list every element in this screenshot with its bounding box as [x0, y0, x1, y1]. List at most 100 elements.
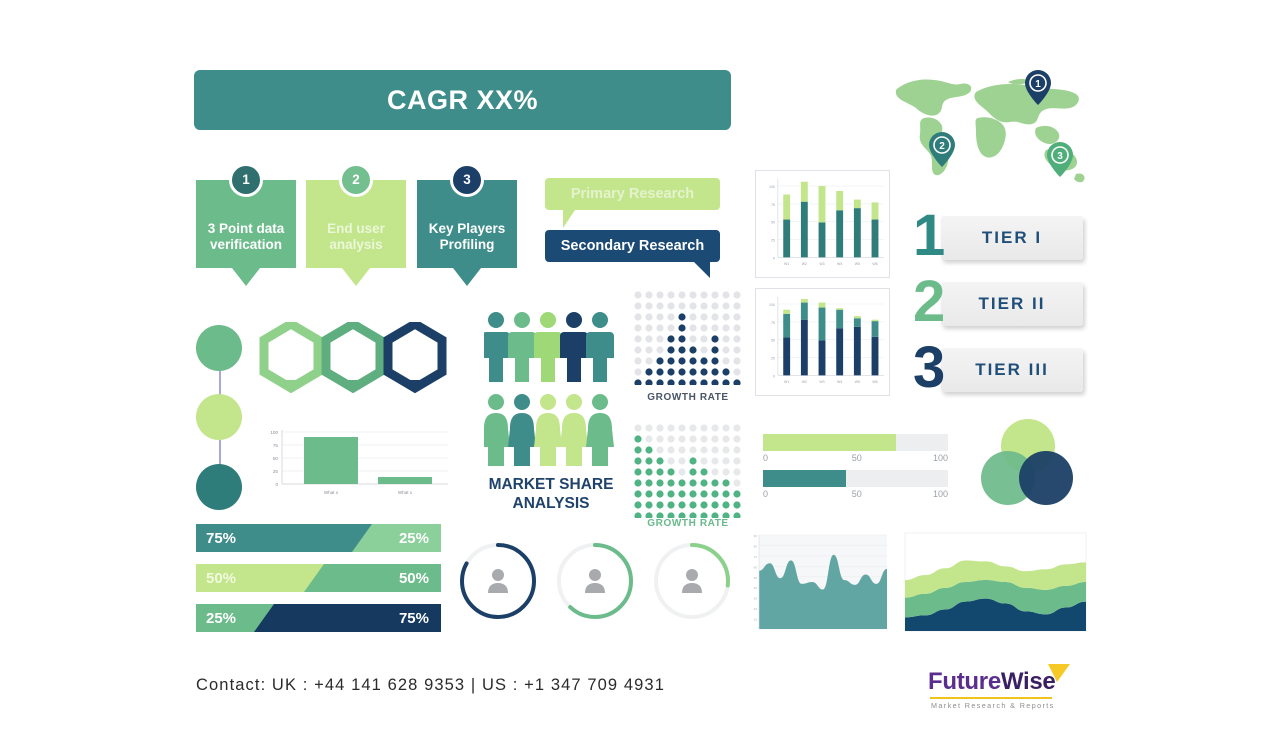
step-label-1: 3 Point data verification [207, 220, 285, 252]
svg-text:What x: What x [398, 490, 413, 495]
svg-text:2: 2 [939, 141, 945, 152]
stacked-bar-chart-bottom: 0 25 50 75 100 W1 W2 W3 W4 W5 W6 [755, 288, 890, 396]
percent-right-2: 50% [398, 569, 429, 587]
svg-text:70: 70 [754, 555, 758, 559]
scale-tick-0-1: 0 [763, 453, 769, 463]
map-pin-2: 2 [929, 132, 955, 167]
tier-number-1: 1 [913, 203, 946, 268]
world-map: 1 2 3 [895, 70, 1085, 183]
logo-wordmark: FutureWise [928, 664, 1078, 696]
svg-text:80: 80 [754, 544, 758, 548]
tier-plate-1: TIER I [941, 216, 1083, 260]
tier-plate-2: TIER II [941, 282, 1083, 326]
step-tail-1 [232, 268, 260, 286]
step-number-3: 3 [463, 171, 471, 187]
logo-tagline: Market Research & Reports [931, 701, 1055, 710]
people-row-male [484, 312, 614, 382]
scale-tick-100-1: 100 [932, 453, 948, 463]
scale-ticks-1: 0 50 100 [763, 453, 948, 467]
cagr-banner-title: CAGR XX% [386, 84, 539, 115]
svg-text:W5: W5 [855, 262, 860, 266]
tier-label-1: TIER I [981, 228, 1043, 247]
svg-text:W4: W4 [837, 262, 842, 266]
ring-chart-2 [557, 543, 633, 619]
venn-diagram [981, 419, 1073, 505]
svg-text:90: 90 [754, 534, 758, 538]
svg-text:W6: W6 [872, 380, 877, 384]
secondary-research-tail [694, 262, 710, 278]
step-card-3[interactable]: 3 Key Players Profiling [417, 163, 517, 286]
market-share-title: MARKET SHARE ANALYSIS [488, 476, 614, 513]
percent-bar-row-3: 25% 75% [196, 604, 441, 632]
secondary-research-label: Secondary Research [560, 238, 705, 254]
primary-research-label: Primary Research [570, 186, 695, 202]
percent-left-1: 75% [206, 529, 237, 547]
scale-tick-50-2: 50 [851, 489, 862, 499]
tier-row-2[interactable]: TIER II 2 [913, 273, 1083, 331]
percent-left-3: 25% [206, 609, 237, 627]
logo-arrow-icon [1048, 664, 1070, 682]
svg-text:10: 10 [754, 618, 758, 622]
tier-row-3[interactable]: TIER III 3 [913, 339, 1083, 397]
venn-circle-left [981, 451, 1035, 505]
percent-bar-row-1: 75% 25% [196, 524, 441, 552]
svg-text:100: 100 [769, 185, 775, 189]
svg-text:75: 75 [771, 321, 775, 325]
ring-chart-3 [654, 543, 730, 619]
growth-rate-label-navy: GROWTH RATE [647, 392, 729, 403]
svg-text:60: 60 [754, 565, 758, 569]
svg-text:W4: W4 [837, 380, 842, 384]
futurewise-logo[interactable]: FutureWise Market Research & Reports [928, 664, 1078, 710]
step-tail-3 [453, 268, 481, 286]
step-number-1: 1 [242, 171, 250, 187]
growth-rate-dot-matrix-green [634, 424, 741, 518]
growth-rate-label-green: GROWTH RATE [647, 518, 729, 529]
logo-future-text: Future [928, 668, 1001, 695]
step-card-1[interactable]: 1 3 Point data verification [196, 163, 296, 286]
venn-circle-right [1019, 451, 1073, 505]
percent-bar-row-2: 50% 50% [196, 564, 441, 592]
percent-right-3: 75% [398, 609, 429, 627]
percent-left-2: 50% [206, 569, 237, 587]
svg-text:25: 25 [771, 356, 775, 360]
svg-text:75: 75 [771, 203, 775, 207]
scale-tick-50-1: 50 [851, 453, 862, 463]
primary-research-bubble[interactable]: Primary Research [545, 178, 720, 228]
tier-label-2: TIER II [978, 294, 1046, 313]
step-badge-2: 2 [339, 163, 373, 197]
cagr-banner: CAGR XX% [194, 70, 731, 130]
scale-fill-1 [763, 434, 897, 451]
step-badge-1: 1 [229, 163, 263, 197]
growth-rate-dot-matrix-navy [634, 291, 741, 385]
secondary-research-bubble[interactable]: Secondary Research [545, 230, 720, 278]
svg-text:50: 50 [754, 576, 758, 580]
svg-text:W3: W3 [819, 262, 824, 266]
svg-text:1: 1 [1035, 79, 1041, 90]
circle-light-green [196, 394, 242, 440]
contact-info: Contact: UK : +44 141 628 9353 | US : +1… [196, 676, 665, 694]
svg-text:50: 50 [771, 339, 775, 343]
svg-text:100: 100 [270, 430, 278, 435]
svg-text:50: 50 [273, 456, 279, 461]
hexagon-2 [321, 322, 385, 394]
scale-track-1 [763, 434, 948, 451]
svg-text:25: 25 [273, 469, 279, 474]
map-pin-3: 3 [1047, 142, 1073, 177]
stacked-bar-chart-top: 0 25 50 75 100 W1 W2 W3 W4 W5 W6 [755, 170, 890, 278]
hexagon-1 [259, 322, 323, 394]
percent-bar-shape-2 [196, 564, 441, 592]
tier-row-1[interactable]: TIER I 1 [913, 207, 1083, 265]
svg-text:0: 0 [773, 374, 775, 378]
hexagon-3 [383, 322, 447, 394]
ring-chart-1 [460, 543, 536, 619]
svg-text:W2: W2 [802, 380, 807, 384]
hexagon-group [259, 322, 447, 394]
logo-divider [930, 697, 1052, 699]
mini-bar-chart: 100 75 50 25 0 What x What x [258, 422, 454, 500]
circle-connector-1 [219, 368, 221, 396]
tier-label-3: TIER III [975, 360, 1049, 379]
scale-track-2 [763, 470, 948, 487]
step-card-2[interactable]: 2 End user analysis [306, 163, 406, 286]
mini-bar-1 [304, 437, 358, 484]
